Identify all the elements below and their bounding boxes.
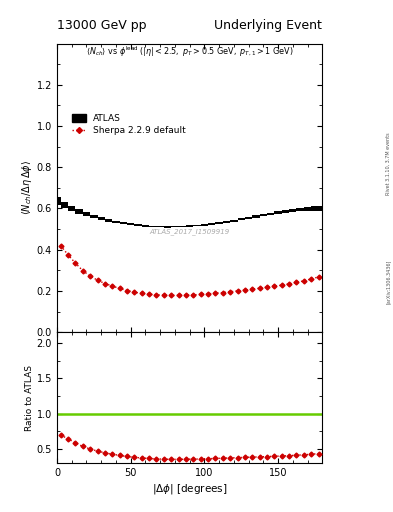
- Text: 13000 GeV pp: 13000 GeV pp: [57, 19, 147, 32]
- X-axis label: $|\Delta\phi|$ [degrees]: $|\Delta\phi|$ [degrees]: [152, 482, 228, 497]
- Legend: ATLAS, Sherpa 2.2.9 default: ATLAS, Sherpa 2.2.9 default: [70, 112, 188, 138]
- Y-axis label: $\langle N_{ch} / \Delta\eta\,\Delta\phi \rangle$: $\langle N_{ch} / \Delta\eta\,\Delta\phi…: [20, 160, 34, 216]
- Text: Rivet 3.1.10, 3.7M events: Rivet 3.1.10, 3.7M events: [386, 133, 391, 195]
- Text: $\langle N_{ch}\rangle$ vs $\phi^{\rm lead}$ ($|\eta| < 2.5,\ p_T > 0.5$ GeV$,\ : $\langle N_{ch}\rangle$ vs $\phi^{\rm le…: [86, 45, 293, 59]
- Text: [arXiv:1306.3436]: [arXiv:1306.3436]: [386, 260, 391, 304]
- Text: Underlying Event: Underlying Event: [215, 19, 322, 32]
- Text: ATLAS_2017_I1509919: ATLAS_2017_I1509919: [149, 228, 230, 234]
- Y-axis label: Ratio to ATLAS: Ratio to ATLAS: [25, 365, 34, 431]
